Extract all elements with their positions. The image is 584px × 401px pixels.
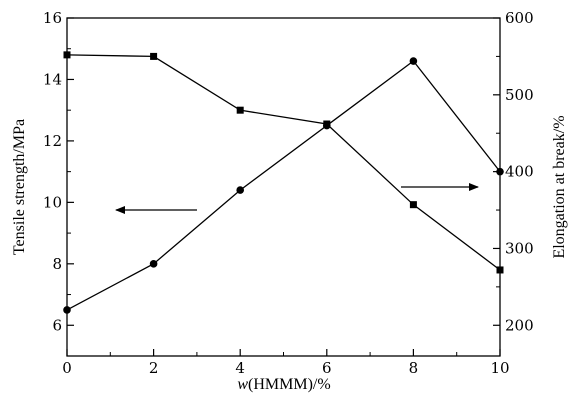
right-y-axis: 200 300 400 500 600 <box>493 9 534 334</box>
right-y-tick-label: 300 <box>505 239 534 257</box>
elongation-point <box>323 120 331 128</box>
x-axis-title: w(HMMM)/% <box>237 376 330 393</box>
elongation-point <box>63 51 71 59</box>
tensile-strength-point <box>409 57 418 65</box>
right-y-tick-label: 600 <box>505 9 534 27</box>
left-y-tick-label: 14 <box>43 70 62 88</box>
right-y-tick-label: 500 <box>505 86 534 104</box>
left-y-axis: 6 8 10 12 14 16 <box>43 9 74 334</box>
right-y-tick-label: 200 <box>505 316 534 334</box>
right-axis-title: Elongation at break/% <box>551 115 568 258</box>
elongation-point <box>236 106 244 114</box>
x-tick-label: 8 <box>409 359 419 377</box>
left-y-tick-label: 10 <box>43 193 62 211</box>
tensile-strength-point <box>63 306 71 314</box>
elongation-point <box>150 52 158 60</box>
tensile-strength-point <box>496 167 504 176</box>
left-y-tick-label: 12 <box>43 132 62 150</box>
x-tick-label: 0 <box>62 359 72 377</box>
x-tick-label: 10 <box>490 359 509 377</box>
x-tick-label: 4 <box>235 359 245 377</box>
left-y-tick-label: 16 <box>43 9 62 27</box>
x-axis: 0 2 4 6 8 10 <box>62 349 510 377</box>
x-tick-label: 6 <box>322 359 332 377</box>
tensile-strength-point <box>236 186 244 194</box>
left-y-tick-label: 6 <box>52 316 62 334</box>
elongation-line <box>66 54 501 271</box>
elongation-point <box>409 201 417 209</box>
x-tick-label: 2 <box>149 359 159 377</box>
annotation-arrows <box>115 183 479 214</box>
elongation-point <box>496 266 504 274</box>
right-y-tick-label: 400 <box>505 163 534 181</box>
left-axis-title: Tensile strength/MPa <box>11 119 28 255</box>
tensile-strength-point <box>149 260 158 268</box>
left-y-tick-label: 8 <box>52 255 62 273</box>
tensile-strength-line <box>66 60 501 311</box>
series-layer <box>63 51 504 314</box>
